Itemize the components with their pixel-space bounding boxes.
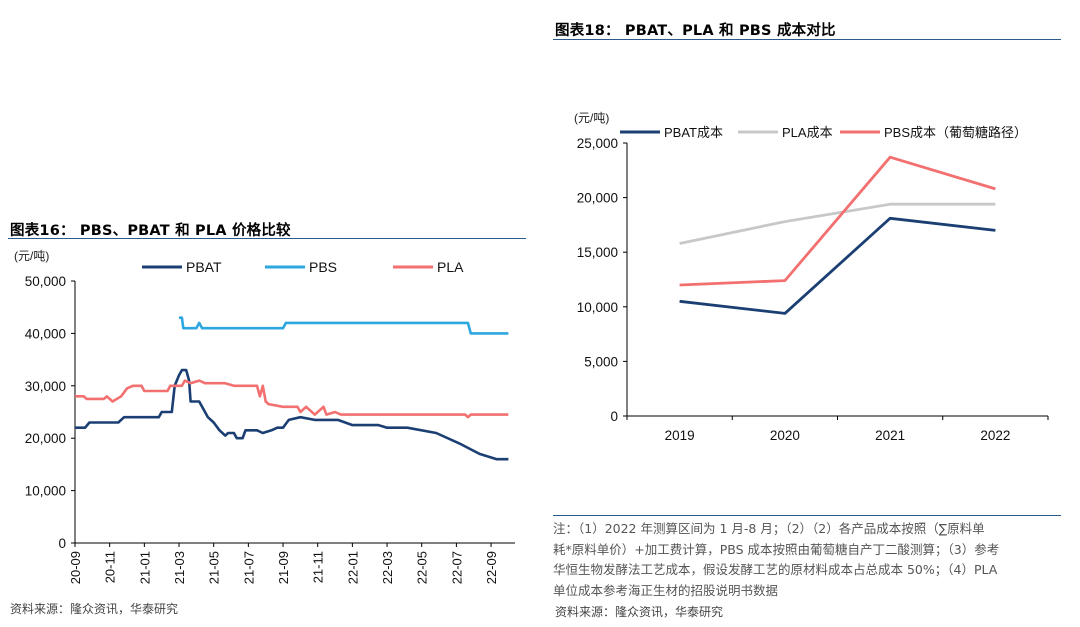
left-series-pbs-line [179, 316, 509, 335]
left-price-chart: (元/吨) 0 10,000 20,000 30,000 40,000 50,000 20-0… [14, 249, 515, 584]
left-y-tick-label: 50,000 [25, 274, 66, 289]
right-note-rule [553, 515, 1061, 516]
right-y-tick-label: 10,000 [577, 300, 618, 315]
left-x-tick-label: 22-03 [380, 551, 395, 584]
note-line: 注：（1）2022 年测算区间为 1 月-8 月；（2）（2）各产品成本按照（∑… [553, 521, 985, 536]
right-cost-chart: (元/吨) 0 5,000 10,000 15,000 20,000 25,000 2019 2… [574, 111, 1049, 443]
left-series-pla-line [75, 379, 509, 419]
left-x-tick-label: 21-09 [276, 551, 291, 584]
right-series-line [679, 216, 996, 315]
note-line: 单位成本参考海正生材的招股说明书数据 [553, 582, 779, 598]
right-series-line [679, 202, 996, 245]
left-legend-label: PBS [309, 259, 337, 275]
right-source: 资料来源：隆众资讯，华泰研究 [555, 605, 724, 619]
right-unit-label: (元/吨) [574, 111, 609, 125]
left-legend-label: PBAT [186, 259, 222, 275]
left-x-tick-label: 21-11 [311, 551, 326, 583]
left-x-tick-label: 20-09 [68, 551, 83, 584]
right-x-tick-label: 2021 [875, 428, 905, 443]
left-legend-label: PLA [437, 259, 464, 275]
left-x-tick-label: 21-05 [207, 551, 222, 584]
left-x-tick-label: 22-05 [415, 551, 430, 584]
left-y-tick-label: 10,000 [25, 484, 66, 499]
right-title-rule [553, 39, 1061, 40]
left-title-rule [8, 238, 526, 239]
note-line: 华恒生物发酵法工艺成本，假设发酵工艺的原材料成本占总成本 50%；（4）PLA [553, 562, 998, 577]
note-line: 耗*原料单价）+加工费计算，PBS 成本按照由葡萄糖自产丁二酸测算；（3）参考 [553, 541, 1000, 557]
right-legend-label: PBAT成本 [664, 125, 723, 140]
right-legend-label: PBS成本（葡萄糖路径） [884, 125, 1027, 140]
left-series-pbat-line [75, 368, 509, 461]
left-x-tick-label: 21-03 [172, 551, 187, 584]
right-notes: 注：（1）2022 年测算区间为 1 月-8 月；（2）（2）各产品成本按照（∑… [553, 519, 1065, 601]
right-y-tick-label: 5,000 [584, 354, 618, 369]
right-legend-label: PLA成本 [782, 125, 833, 140]
right-chart-title: 图表18： PBAT、PLA 和 PBS 成本对比 [555, 23, 836, 39]
right-x-tick-label: 2022 [980, 428, 1010, 443]
left-x-tick-label: 21-01 [137, 551, 152, 584]
right-x-tick-label: 2019 [665, 428, 695, 443]
left-x-tick-label: 22-09 [484, 551, 499, 584]
left-y-tick-label: 20,000 [25, 431, 66, 446]
right-series-line [679, 155, 996, 287]
right-y-tick-label: 15,000 [577, 245, 618, 260]
right-y-tick-label: 25,000 [577, 136, 618, 151]
left-source: 资料来源：隆众资讯，华泰研究 [10, 602, 179, 616]
left-x-tick-label: 22-07 [449, 551, 464, 584]
left-y-tick-label: 40,000 [25, 326, 66, 341]
left-chart-title: 图表16： PBS、PBAT 和 PLA 价格比较 [10, 223, 291, 239]
left-unit-label: (元/吨) [14, 249, 49, 263]
left-y-tick-label: 30,000 [25, 379, 66, 394]
right-y-tick-label: 20,000 [577, 191, 618, 206]
left-x-tick-label: 21-07 [241, 551, 256, 584]
right-y-tick-label: 0 [610, 409, 618, 424]
left-x-tick-label: 20-11 [103, 551, 118, 583]
left-x-tick-label: 22-01 [345, 551, 360, 584]
right-x-tick-label: 2020 [770, 428, 800, 443]
left-y-tick-label: 0 [58, 536, 66, 551]
